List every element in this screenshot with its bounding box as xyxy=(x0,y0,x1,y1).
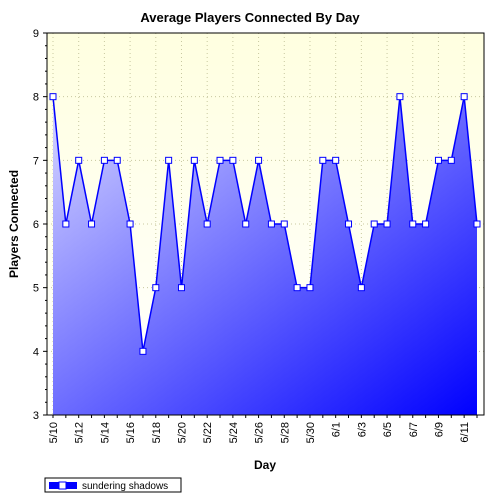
y-tick-label: 6 xyxy=(33,219,39,231)
data-point-5-23 xyxy=(216,156,224,164)
data-point-6-4 xyxy=(370,220,378,228)
data-point-6-5 xyxy=(383,220,391,228)
data-point-5-29 xyxy=(293,284,301,292)
data-point-5-30 xyxy=(306,284,314,292)
x-tick-label: 5/16 xyxy=(125,422,137,443)
legend-box xyxy=(44,477,182,493)
data-point-5-22 xyxy=(203,220,211,228)
data-point-5-20 xyxy=(177,284,185,292)
x-tick-label: 5/24 xyxy=(228,422,240,443)
data-point-6-3 xyxy=(357,284,365,292)
x-tick-label: 5/18 xyxy=(151,422,163,443)
x-tick-label: 6/1 xyxy=(331,422,343,437)
x-tick-label: 6/3 xyxy=(356,422,368,437)
data-point-5-18 xyxy=(152,284,160,292)
x-axis-title: Day xyxy=(254,458,276,472)
y-tick-label: 3 xyxy=(33,410,39,422)
data-point-5-19 xyxy=(165,156,173,164)
legend-label: sundering shadows xyxy=(82,481,168,492)
area-fill xyxy=(53,96,477,416)
x-tick-label: 5/22 xyxy=(202,422,214,443)
x-tick-label: 6/7 xyxy=(408,422,420,437)
x-tick-label: 5/12 xyxy=(74,422,86,443)
y-axis: 3 4 5 6 7 8 9 xyxy=(33,28,47,422)
x-tick-label: 5/28 xyxy=(279,422,291,443)
data-point-5-16 xyxy=(126,220,134,228)
chart-title: Average Players Connected By Day xyxy=(140,10,360,25)
y-tick-label: 8 xyxy=(33,92,39,104)
data-point-6-12 xyxy=(473,220,481,228)
y-tick-label: 5 xyxy=(33,283,39,295)
data-point-5-28 xyxy=(280,220,288,228)
data-point-5-10 xyxy=(49,93,57,101)
x-tick-label: 5/10 xyxy=(48,422,60,443)
data-point-5-13 xyxy=(88,220,96,228)
data-point-5-15 xyxy=(113,156,121,164)
data-point-6-9 xyxy=(434,156,442,164)
data-point-6-6 xyxy=(396,93,404,101)
data-point-6-10 xyxy=(447,156,455,164)
x-axis: 5/10 5/12 5/14 5/16 5/18 5/20 5/22 5/24 5/26 5/28… xyxy=(48,415,478,443)
y-tick-label: 4 xyxy=(33,346,39,358)
y-tick-label: 9 xyxy=(33,28,39,40)
data-point-5-25 xyxy=(242,220,250,228)
legend: sundering shadows xyxy=(44,477,182,493)
data-point-5-14 xyxy=(100,156,108,164)
data-point-5-11 xyxy=(62,220,70,228)
y-axis-title: Players Connected xyxy=(7,170,21,278)
data-point-5-31 xyxy=(319,156,327,164)
data-point-6-2 xyxy=(345,220,353,228)
data-point-5-26 xyxy=(255,156,263,164)
x-tick-label: 5/26 xyxy=(254,422,266,443)
series-line xyxy=(52,96,478,352)
data-point-5-17 xyxy=(139,347,147,355)
x-tick-label: 6/11 xyxy=(459,422,471,443)
x-tick-label: 5/30 xyxy=(305,422,317,443)
x-tick-label: 5/14 xyxy=(99,422,111,443)
data-point-6-8 xyxy=(422,220,430,228)
data-point-5-12 xyxy=(75,156,83,164)
x-tick-label: 6/5 xyxy=(382,422,394,437)
data-point-6-7 xyxy=(409,220,417,228)
data-points xyxy=(49,93,481,355)
y-tick-label: 7 xyxy=(33,155,39,167)
data-point-5-21 xyxy=(190,156,198,164)
data-point-6-11 xyxy=(460,93,468,101)
x-tick-label: 5/20 xyxy=(176,422,188,443)
data-point-6-1 xyxy=(332,156,340,164)
legend-marker xyxy=(58,481,67,490)
data-point-5-27 xyxy=(267,220,275,228)
data-point-5-24 xyxy=(229,156,237,164)
x-tick-label: 6/9 xyxy=(433,422,445,437)
